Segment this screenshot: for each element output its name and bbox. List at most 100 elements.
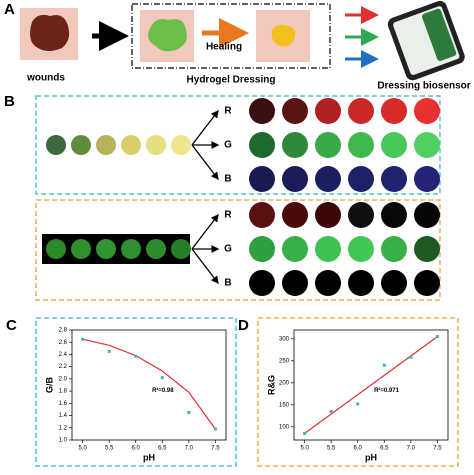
- swatch: [249, 270, 275, 296]
- channel-label: G: [224, 140, 232, 151]
- swatch: [414, 132, 440, 158]
- channel-label: B: [224, 278, 231, 289]
- vial: [46, 135, 66, 155]
- swatch: [414, 236, 440, 262]
- data-point: [303, 431, 307, 435]
- annotation: R²=0.98: [152, 387, 174, 394]
- swatch: [381, 202, 407, 228]
- y-tick-label: 1.0: [59, 438, 68, 444]
- swatch: [282, 202, 308, 228]
- vial: [121, 239, 141, 259]
- vial: [121, 135, 141, 155]
- data-point: [160, 376, 164, 380]
- x-tick-label: 5.0: [78, 446, 87, 452]
- data-point: [187, 411, 191, 414]
- vial: [46, 239, 66, 259]
- swatch: [282, 270, 308, 296]
- swatch: [381, 98, 407, 124]
- swatch: [348, 270, 374, 296]
- vial: [71, 239, 91, 259]
- caption: Hydrogel Dressing: [187, 75, 276, 86]
- y-tick-label: 2.0: [59, 376, 68, 382]
- swatch: [414, 98, 440, 124]
- fork-arrow: [191, 248, 219, 285]
- x-tick-label: 5.5: [327, 446, 336, 452]
- y-tick-label: 1.4: [59, 413, 68, 419]
- swatch: [315, 202, 341, 228]
- fit-line: [82, 338, 216, 430]
- swatch: [282, 236, 308, 262]
- swatch: [381, 270, 407, 296]
- data-point: [435, 335, 439, 339]
- plot-frame: [293, 329, 449, 441]
- dashed-box: [35, 317, 237, 467]
- swatch: [282, 166, 308, 192]
- data-point: [382, 363, 386, 367]
- x-tick-label: 7.5: [211, 446, 220, 452]
- swatch: [348, 236, 374, 262]
- channel-label: R: [224, 210, 232, 221]
- data-point: [329, 409, 333, 413]
- swatch: [381, 166, 407, 192]
- swatch: [282, 98, 308, 124]
- vial: [146, 239, 166, 259]
- swatch: [249, 98, 275, 124]
- swatch: [414, 270, 440, 296]
- dashed-box: [35, 199, 441, 301]
- swatch: [414, 166, 440, 192]
- y-tick-label: 2.8: [59, 328, 68, 334]
- y-tick-label: 2.2: [59, 364, 68, 370]
- panel-label: A: [4, 1, 15, 18]
- x-tick-label: 6.0: [132, 446, 141, 452]
- vial: [171, 135, 191, 155]
- healed-shape: [271, 24, 296, 47]
- swatch: [249, 166, 275, 192]
- y-tick-label: 1.8: [59, 389, 68, 395]
- annotation: R²=0.971: [374, 387, 400, 394]
- x-tick-label: 6.5: [380, 446, 389, 452]
- x-tick-label: 5.0: [300, 446, 309, 452]
- y-tick-label: 250: [279, 358, 290, 364]
- dashed-box: [131, 3, 331, 69]
- y-tick-label: 150: [279, 402, 290, 408]
- x-axis-label: pH: [365, 452, 377, 462]
- swatch: [315, 270, 341, 296]
- swatch: [348, 132, 374, 158]
- data-point: [81, 337, 85, 341]
- swatch: [282, 132, 308, 158]
- swatch: [315, 166, 341, 192]
- swatch: [414, 202, 440, 228]
- data-point: [134, 354, 138, 358]
- y-axis-label: R&G: [266, 375, 276, 395]
- y-tick-label: 300: [279, 336, 290, 342]
- x-tick-label: 7.5: [433, 446, 442, 452]
- swatch: [381, 236, 407, 262]
- channel-label: B: [224, 174, 231, 185]
- panel-label: B: [4, 93, 15, 110]
- x-tick-label: 6.5: [158, 446, 167, 452]
- fork-arrow: [191, 109, 219, 146]
- swatch: [249, 236, 275, 262]
- fork-arrow: [191, 144, 219, 181]
- x-tick-label: 7.0: [407, 446, 416, 452]
- swatch: [315, 236, 341, 262]
- swatch: [348, 202, 374, 228]
- vial: [171, 239, 191, 259]
- data-point: [213, 427, 217, 431]
- vial: [71, 135, 91, 155]
- y-axis-label: G/B: [44, 377, 54, 394]
- x-tick-label: 7.0: [185, 446, 194, 452]
- vial: [96, 135, 116, 155]
- y-tick-label: 1.2: [59, 425, 68, 431]
- swatch: [249, 202, 275, 228]
- x-axis-label: pH: [143, 452, 155, 462]
- y-tick-label: 1.6: [59, 401, 68, 407]
- hydrogel-shape: [148, 19, 187, 52]
- y-tick-label: 200: [279, 380, 290, 386]
- wound-shape: [30, 14, 70, 51]
- fork-arrow: [191, 213, 219, 250]
- swatch: [249, 132, 275, 158]
- phone: [387, 0, 465, 81]
- swatch: [381, 132, 407, 158]
